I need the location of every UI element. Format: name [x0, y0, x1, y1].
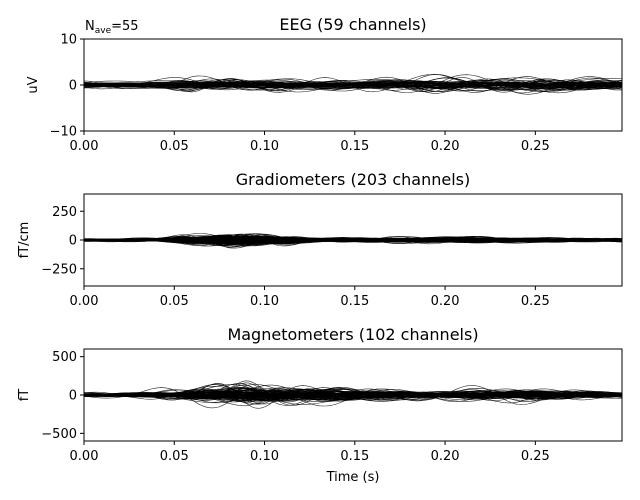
mag-channel-trace — [83, 384, 623, 401]
grad-ylabel: fT/cm — [17, 222, 32, 259]
eeg-ticks: 0.00 0.05 0.10 0.15 0.20 0.25 −10 0 10 — [50, 33, 550, 155]
eeg-xtick-label: 0.00 — [70, 139, 99, 154]
mag-ticks: 0.00 0.05 0.10 0.15 0.20 0.25 −500 0 500 — [41, 350, 550, 464]
grad-xtick-label: 0.05 — [160, 294, 189, 309]
eeg-xtick-label: 0.25 — [521, 139, 550, 154]
grad-ticks: 0.00 0.05 0.10 0.15 0.20 0.25 −250 0 250 — [41, 205, 550, 309]
gradiometers-panel: Gradiometers (203 channels) fT/cm 0.00 0.… — [17, 170, 623, 309]
grad-xtick-label: 0.15 — [340, 294, 369, 309]
eeg-channel-trace — [83, 78, 623, 92]
eeg-channel-trace — [83, 78, 623, 90]
mag-ytick-label: −500 — [41, 427, 77, 442]
grad-xtick-label: 0.25 — [521, 294, 550, 309]
eeg-channel-trace — [84, 81, 623, 90]
mag-xtick-label: 0.10 — [250, 449, 279, 464]
eeg-ytick-label: 10 — [60, 33, 77, 48]
grad-ytick-label: 250 — [52, 205, 77, 220]
eeg-xtick-label: 0.10 — [250, 139, 279, 154]
mag-ytick-label: 0 — [69, 389, 77, 404]
eeg-traces — [83, 74, 623, 95]
mag-traces — [83, 380, 623, 409]
eeg-xtick-label: 0.20 — [431, 139, 460, 154]
magnetometers-panel: Magnetometers (102 channels) fT 0.00 0.05… — [17, 325, 623, 464]
eeg-ytick-label: 0 — [69, 79, 77, 94]
mag-xtick-label: 0.25 — [521, 449, 550, 464]
nave-value: =55 — [111, 19, 138, 34]
grad-ytick-label: −250 — [41, 262, 77, 277]
nave-sub: ave — [95, 26, 112, 36]
mag-ylabel: fT — [17, 389, 32, 402]
grad-xtick-label: 0.20 — [431, 294, 460, 309]
eeg-xtick-label: 0.15 — [340, 139, 369, 154]
mag-channel-trace — [84, 383, 623, 409]
grad-xtick-label: 0.00 — [70, 294, 99, 309]
eeg-ytick-label: −10 — [50, 125, 77, 140]
eeg-channel-trace — [84, 82, 623, 88]
eeg-panel: EEG (59 channels) uV 0.00 0.05 0.10 0.15 0.2… — [26, 15, 623, 155]
mag-channel-trace — [84, 387, 623, 400]
mag-channel-trace — [83, 392, 623, 397]
mag-xtick-label: 0.00 — [70, 449, 99, 464]
mag-xtick-label: 0.15 — [340, 449, 369, 464]
x-axis-label: Time (s) — [326, 470, 380, 485]
nave-n: N — [85, 19, 95, 34]
eeg-title: EEG (59 channels) — [279, 15, 426, 34]
eeg-xtick-label: 0.05 — [160, 139, 189, 154]
mag-xtick-label: 0.20 — [431, 449, 460, 464]
nave-annotation: Nave=55 — [85, 19, 139, 36]
mag-channel-trace — [83, 388, 622, 401]
grad-traces — [83, 233, 623, 249]
mag-ytick-label: 500 — [52, 350, 77, 365]
grad-channel-trace — [84, 239, 622, 241]
eeg-ylabel: uV — [26, 76, 41, 93]
mag-xtick-label: 0.05 — [160, 449, 189, 464]
mag-title: Magnetometers (102 channels) — [227, 325, 478, 344]
grad-xtick-label: 0.10 — [250, 294, 279, 309]
grad-ytick-label: 0 — [69, 234, 77, 249]
grad-title: Gradiometers (203 channels) — [236, 170, 470, 189]
